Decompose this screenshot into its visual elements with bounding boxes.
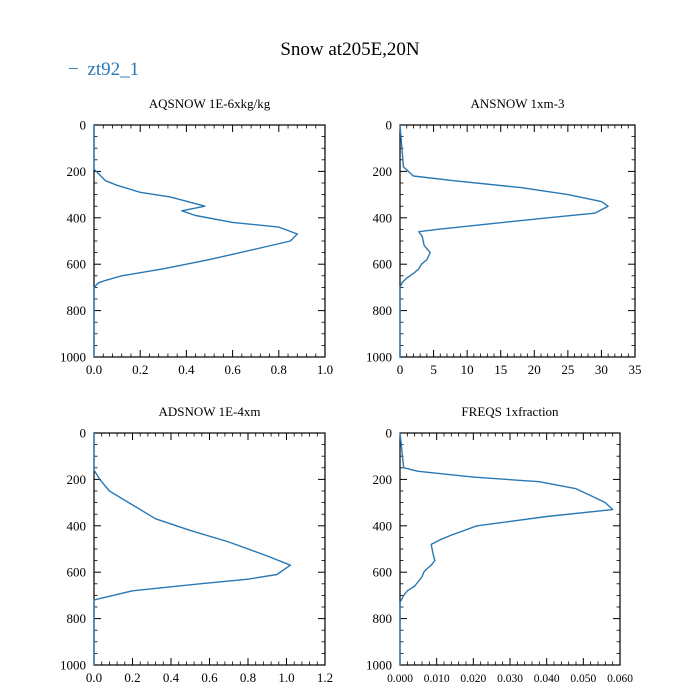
panel-title: AQSNOW 1E-6xkg/kg	[149, 96, 271, 111]
x-tick-label: 0.8	[240, 670, 256, 685]
legend-symbol: −	[68, 59, 79, 80]
y-tick-label: 400	[67, 210, 87, 225]
x-tick-label: 0.4	[178, 362, 195, 377]
series-line-zt92_1	[93, 125, 298, 357]
plot-frame	[399, 124, 636, 358]
legend-label: zt92_1	[87, 59, 139, 80]
figure-title: Snow at205E,20N	[280, 39, 420, 60]
panel-1: AQSNOW 1E-6xkg/kg 0.0 0.2 0.4 0.6 0.8 1.0 0 200 4…	[60, 96, 333, 377]
svg-text:− zt92_1: − zt92_1	[68, 59, 139, 80]
panels: AQSNOW 1E-6xkg/kg0.0 0.2 0.4 0.6 0.8 1.002004…	[60, 96, 642, 685]
x-tick-label: 0.010	[424, 673, 450, 685]
y-tick-label: 0	[386, 118, 393, 133]
x-tick-label: 0.8	[271, 362, 287, 377]
x-tick-label: 0.4	[163, 670, 180, 685]
x-tick-label: 5	[430, 362, 437, 377]
plot-frame	[93, 432, 326, 666]
x-tick-label: 0.2	[124, 670, 140, 685]
x-tick-label: 35	[629, 362, 642, 377]
y-tick-label: 800	[67, 303, 87, 318]
y-tick-label: 400	[373, 210, 393, 225]
y-tick-label: 600	[373, 565, 393, 580]
panel-4: FREQS 1xfraction 0.000 0.010 0.020 0.030 0.04…	[366, 404, 633, 685]
y-tick-label: 800	[373, 611, 393, 626]
y-tick-label: 200	[67, 472, 87, 487]
y-tick-label: 200	[373, 164, 393, 179]
x-tick-label: 1.2	[317, 670, 333, 685]
panel-2: ANSNOW 1xm-3 0 5 10 15 20 25 30 35 0 200 400 600 800 1…	[366, 96, 642, 377]
legend: − zt92_1	[68, 59, 139, 80]
y-tick-label: 400	[373, 518, 393, 533]
y-tick-label: 0	[386, 426, 393, 441]
y-tick-label: 0	[80, 426, 87, 441]
series-line-zt92_1	[399, 124, 609, 357]
x-tick-label: 0.2	[132, 362, 148, 377]
panel-title: FREQS 1xfraction	[461, 404, 559, 419]
x-tick-label: 1.0	[278, 670, 294, 685]
x-tick-label: 15	[494, 362, 507, 377]
y-tick-label: 600	[67, 565, 87, 580]
panel-3: ADSNOW 1E-4xm 0.0 0.2 0.4 0.6 0.8 1.0 1.2 0 200 40…	[60, 404, 333, 685]
x-tick-label: 10	[461, 362, 474, 377]
y-tick-label: 200	[373, 472, 393, 487]
plot-frame	[399, 432, 621, 666]
y-tick-label: 800	[373, 303, 393, 318]
x-tick-label: 0.000	[387, 673, 413, 685]
x-tick-label: 20	[528, 362, 541, 377]
series-line-zt92_1	[93, 433, 292, 665]
x-tick-label: 30	[595, 362, 608, 377]
y-tick-label: 200	[67, 164, 87, 179]
y-tick-label: 1000	[366, 658, 392, 673]
series-line-zt92_1	[399, 432, 614, 665]
x-tick-label: 0.060	[607, 673, 633, 685]
x-tick-label: 0.0	[86, 362, 102, 377]
y-tick-label: 1000	[60, 350, 86, 365]
x-tick-label: 0.6	[201, 670, 218, 685]
y-tick-label: 0	[80, 118, 87, 133]
y-tick-label: 1000	[60, 658, 86, 673]
y-tick-label: 600	[67, 257, 87, 272]
panel-title: ADSNOW 1E-4xm	[159, 404, 261, 419]
x-tick-label: 0.0	[86, 670, 102, 685]
x-tick-label: 0.040	[534, 673, 560, 685]
y-tick-label: 800	[67, 611, 87, 626]
x-tick-label: 1.0	[317, 362, 333, 377]
panel-title: ANSNOW 1xm-3	[470, 96, 564, 111]
y-tick-label: 1000	[366, 350, 392, 365]
x-tick-label: 0.6	[224, 362, 241, 377]
x-tick-label: 25	[561, 362, 574, 377]
x-tick-label: 0.050	[570, 673, 596, 685]
x-tick-label: 0.030	[497, 673, 523, 685]
y-tick-label: 600	[373, 257, 393, 272]
x-tick-label: 0	[397, 362, 404, 377]
x-tick-label: 0.020	[460, 673, 486, 685]
y-tick-label: 400	[67, 518, 87, 533]
